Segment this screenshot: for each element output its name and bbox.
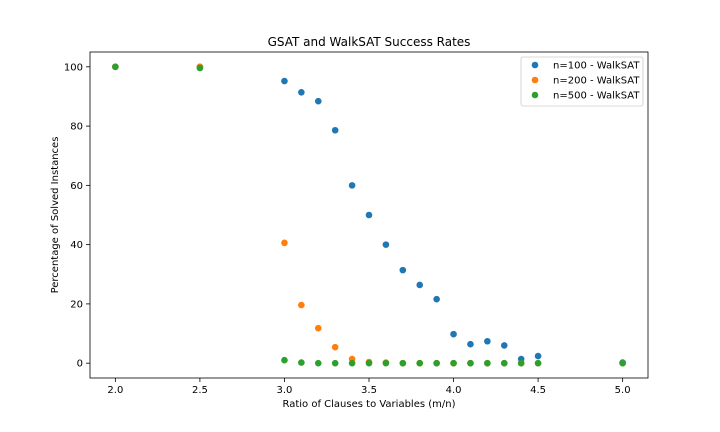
x-tick-label: 3.0 [277,385,293,396]
x-tick-label: 2.5 [192,385,208,396]
data-point [331,126,339,134]
data-point [467,340,474,348]
y-axis: 0 20 40 60 80 100 [64,62,90,370]
data-point [314,97,322,105]
data-point [484,337,491,345]
data-point [281,239,288,247]
data-point [399,359,407,367]
data-points [112,63,626,367]
chart-title: GSAT and WalkSAT Success Rates [268,35,471,49]
data-point [450,359,457,367]
y-tick-label: 0 [77,359,83,370]
data-point [365,359,373,367]
y-tick-label: 80 [70,122,83,133]
data-point [314,324,322,332]
data-point [365,211,373,219]
x-tick-label: 5.0 [615,385,631,396]
data-point [433,295,440,303]
x-tick-label: 4.0 [446,385,462,396]
data-point [331,343,339,351]
legend-box [520,56,644,107]
x-axis-label: Ratio of Clauses to Variables (m/n) [283,399,456,410]
data-point [331,359,339,367]
series-3 [112,63,626,367]
data-point [619,359,626,367]
data-point [484,359,491,367]
data-point [433,359,440,367]
legend-label: n=100 - WalkSAT [553,61,640,72]
legend-label: n=500 - WalkSAT [553,91,640,102]
legend-marker [531,76,539,84]
data-point [399,266,407,274]
data-point [382,359,390,367]
data-point [348,182,356,189]
y-tick-label: 60 [70,181,83,192]
y-tick-label: 20 [70,299,83,310]
data-point [348,359,356,367]
x-axis: 2.0 2.5 3.0 3.5 4.0 4.5 5.0 [107,378,631,396]
y-axis-label: Percentage of Solved Instances [50,137,61,294]
legend: n=100 - WalkSAT n=200 - WalkSAT n=500 - Wa… [520,56,644,107]
data-point [467,359,474,367]
data-point [500,342,508,349]
data-point [534,359,542,367]
data-point [298,359,305,366]
y-tick-label: 40 [70,240,83,251]
data-point [281,356,288,364]
data-point [298,301,305,309]
data-point [112,63,119,71]
data-point [416,359,424,367]
data-point [196,64,204,72]
data-point [416,281,424,289]
x-tick-label: 2.0 [107,385,123,396]
data-point [450,330,457,338]
data-point [382,241,390,248]
x-tick-label: 4.5 [530,385,546,396]
legend-marker [531,61,539,69]
data-point [298,89,305,96]
x-tick-label: 3.5 [361,385,377,396]
data-point [281,77,288,85]
legend-marker [531,91,539,99]
data-point [517,359,525,367]
legend-label: n=200 - WalkSAT [553,76,640,87]
data-point [500,359,508,367]
y-tick-label: 100 [64,62,83,73]
data-point [314,359,322,367]
data-point [534,352,542,360]
